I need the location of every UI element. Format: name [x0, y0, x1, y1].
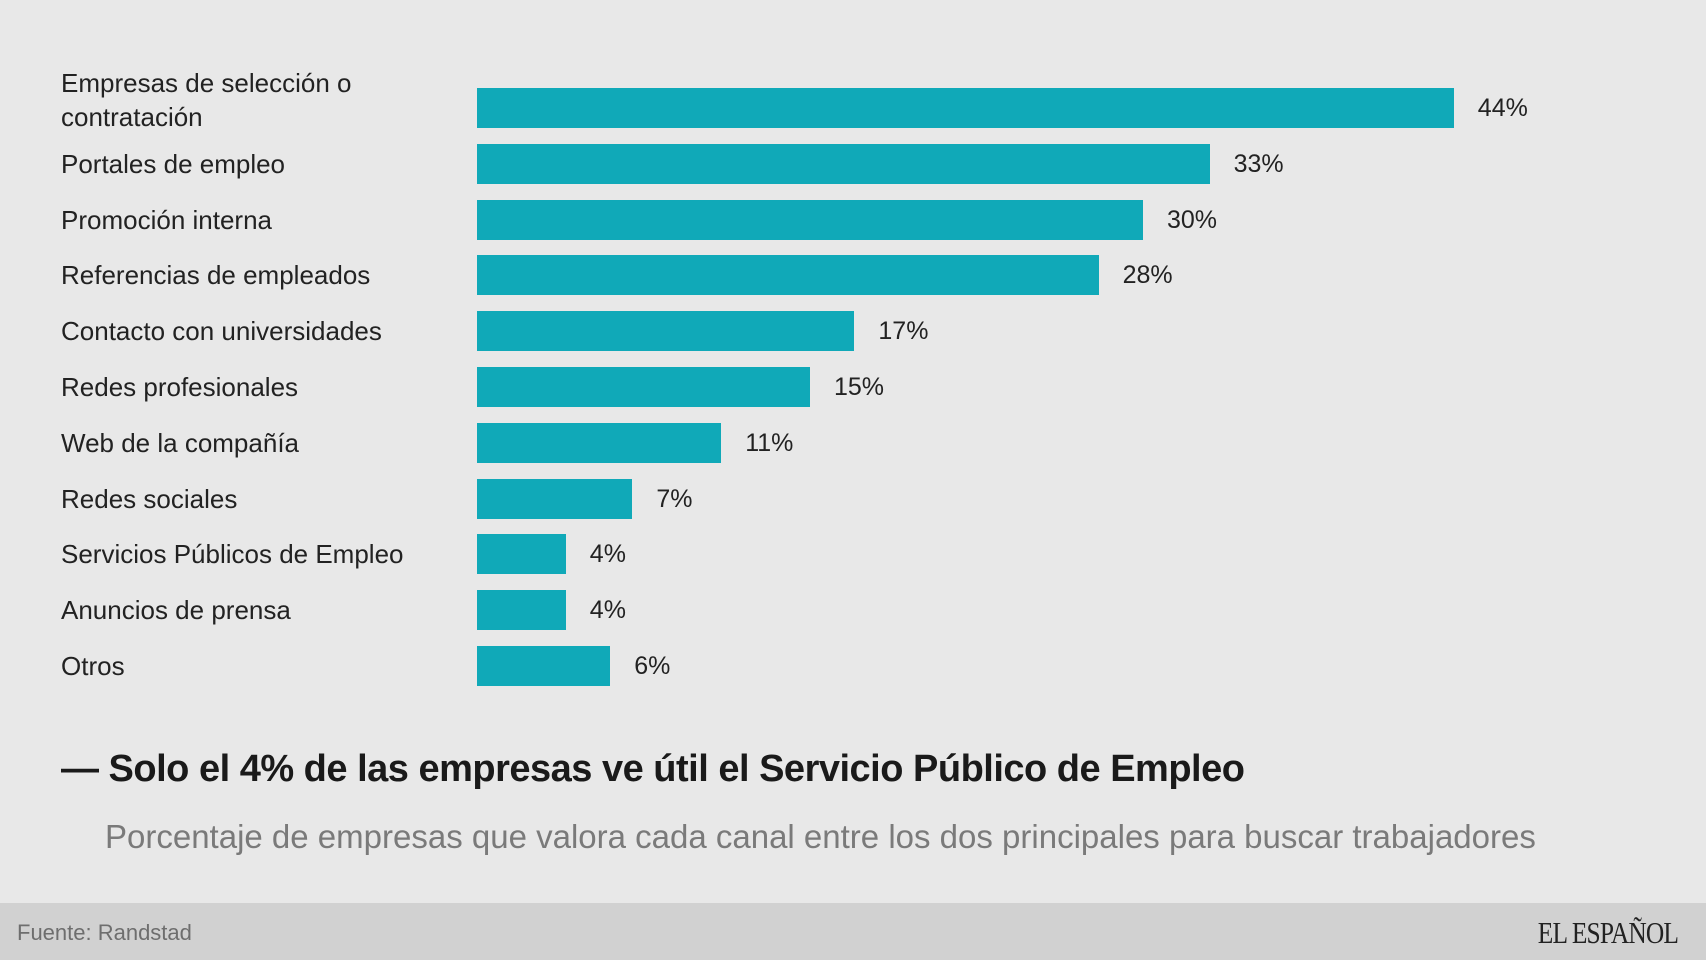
category-label: Web de la compañía — [61, 427, 299, 458]
category-label: Promoción interna — [61, 204, 272, 235]
bar — [477, 367, 810, 407]
bar — [477, 422, 722, 463]
value-label: 33% — [1233, 149, 1284, 178]
category-label: Portales de empleo — [61, 148, 286, 179]
value-label: 15% — [834, 373, 885, 401]
category-label: Servicios Públicos de Empleo — [61, 539, 404, 570]
el-espanol-logo: EL ESPAÑOL — [1537, 915, 1679, 950]
bar — [477, 199, 1143, 240]
category-label: Referencias de empleados — [61, 260, 371, 291]
value-label: 4% — [589, 540, 626, 569]
category-label: Anuncios de prensa — [61, 595, 291, 626]
value-label: 17% — [878, 317, 929, 346]
bar — [477, 646, 611, 686]
bar — [477, 88, 1454, 128]
category-label: Redes sociales — [61, 483, 238, 514]
bar — [477, 534, 566, 575]
bar — [477, 255, 1099, 296]
value-label: 7% — [656, 484, 693, 513]
chart-subtitle: Porcentaje de empresas que valora cada c… — [105, 818, 1536, 855]
source-credit: Fuente: Randstad — [17, 920, 192, 945]
bar — [477, 590, 566, 631]
value-label: 11% — [745, 428, 794, 457]
value-label: 4% — [589, 596, 626, 625]
value-label: 30% — [1167, 205, 1218, 234]
bar — [477, 311, 855, 352]
category-label: Contacto con universidades — [61, 316, 382, 347]
value-label: 28% — [1122, 261, 1173, 290]
bar-chart: Empresas de selección o contratación 44% P… — [61, 68, 1528, 686]
value-label: 44% — [1477, 94, 1528, 122]
footer-bar: Fuente: Randstad EL ESPAÑOL — [0, 903, 1706, 960]
category-label: Otros — [61, 651, 125, 681]
bar — [477, 478, 633, 519]
bar — [477, 143, 1210, 184]
chart-headline: — Solo el 4% de las empresas ve útil el … — [61, 748, 1245, 790]
category-label: Redes profesionales — [61, 372, 299, 402]
value-label: 6% — [634, 652, 671, 680]
category-label: Empresas de selección o contratación — [61, 68, 352, 132]
